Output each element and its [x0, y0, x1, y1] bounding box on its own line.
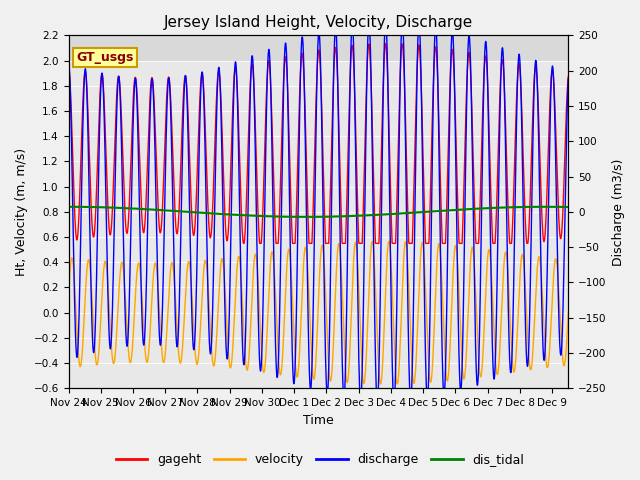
Bar: [68, 36, 568, 60]
Y-axis label: Discharge (m3/s): Discharge (m3/s): [612, 158, 625, 265]
X-axis label: Time: Time: [303, 414, 333, 427]
Title: Jersey Island Height, Velocity, Discharge: Jersey Island Height, Velocity, Discharg…: [164, 15, 473, 30]
Text: GT_usgs: GT_usgs: [76, 51, 133, 64]
Legend: gageht, velocity, discharge, dis_tidal: gageht, velocity, discharge, dis_tidal: [111, 448, 529, 471]
Y-axis label: Ht, Velocity (m, m/s): Ht, Velocity (m, m/s): [15, 148, 28, 276]
